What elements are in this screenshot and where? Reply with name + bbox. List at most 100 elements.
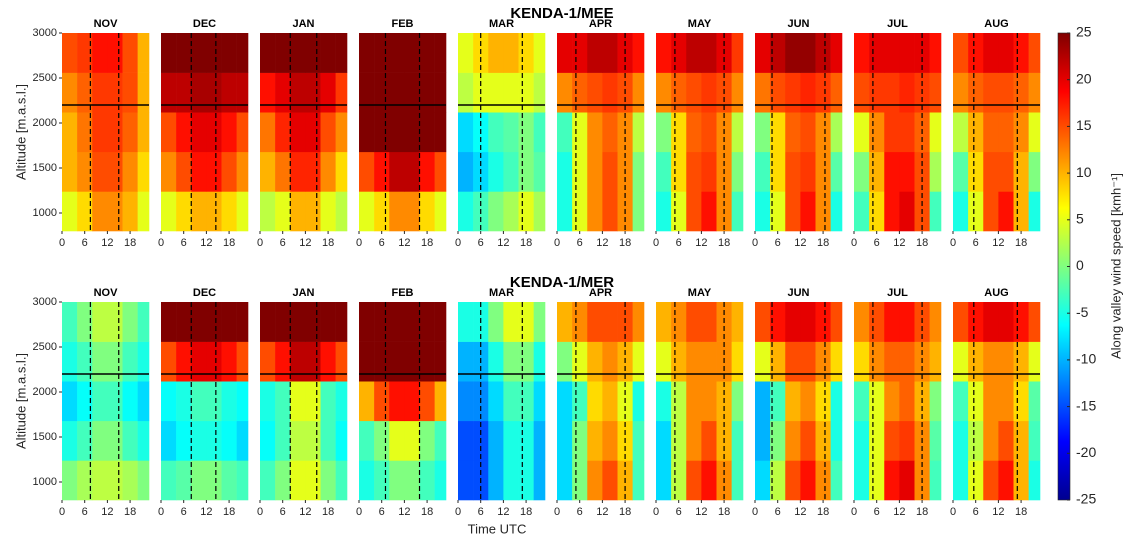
x-tick-label: 18 — [223, 237, 235, 249]
heatmap-cell — [374, 112, 390, 153]
heatmap-cell — [191, 460, 207, 501]
x-tick-label: 6 — [181, 237, 187, 249]
heatmap-cell — [374, 191, 390, 232]
heatmap-cell — [701, 420, 717, 461]
heatmap-cell — [176, 420, 192, 461]
heatmap-cell — [275, 341, 291, 382]
heatmap-cell — [122, 341, 138, 382]
heatmap-cell — [869, 33, 885, 73]
heatmap-cell — [1028, 191, 1041, 232]
heatmap-cell — [656, 302, 672, 342]
heatmap-cell — [221, 191, 237, 232]
heatmap-cell — [92, 151, 108, 192]
heatmap-cell — [1013, 420, 1029, 461]
heatmap-cell — [869, 151, 885, 192]
heatmap-cell — [671, 151, 687, 192]
panel-title: DEC — [193, 287, 216, 299]
x-tick-label: 6 — [181, 506, 187, 518]
heatmap-cell — [701, 302, 717, 342]
heatmap-cell — [503, 151, 519, 192]
y-tick-label: 3000 — [33, 27, 57, 39]
heatmap-cell — [107, 33, 123, 73]
heatmap-cell — [929, 341, 942, 382]
heatmap-cell — [899, 72, 915, 113]
heatmap-cell — [290, 460, 306, 501]
x-tick-label: 18 — [817, 506, 829, 518]
heatmap-cell — [815, 33, 831, 73]
heatmap-cell — [701, 33, 717, 73]
heatmap-cell — [503, 420, 519, 461]
heatmap-cell — [206, 72, 222, 113]
colorbar-tick-label: -25 — [1076, 491, 1096, 507]
heatmap-cell — [335, 191, 348, 232]
heatmap-cell — [1028, 302, 1041, 342]
heatmap-cell — [998, 112, 1014, 153]
panel-title: DEC — [193, 18, 216, 30]
heatmap-cell — [458, 341, 474, 382]
heatmap-cell — [434, 302, 447, 342]
x-tick-label: 6 — [874, 506, 880, 518]
heatmap-cell — [236, 302, 249, 342]
heatmap-cell — [602, 381, 618, 422]
heatmap-cell — [587, 420, 603, 461]
heatmap-cell — [632, 72, 645, 113]
heatmap-cell — [92, 72, 108, 113]
heatmap-cell — [884, 33, 900, 73]
heatmap-cell — [533, 381, 546, 422]
heatmap-cell — [869, 381, 885, 422]
heatmap-cell — [290, 112, 306, 153]
heatmap-cell — [107, 460, 123, 501]
heatmap-cell — [221, 151, 237, 192]
heatmap-cell — [374, 341, 390, 382]
x-tick-label: 6 — [973, 237, 979, 249]
heatmap-cell — [587, 112, 603, 153]
heatmap-cell — [1028, 381, 1041, 422]
heatmap-cell — [755, 191, 771, 232]
heatmap-cell — [731, 420, 744, 461]
x-tick-label: 12 — [497, 237, 509, 249]
heatmap-cell — [587, 151, 603, 192]
heatmap-cell — [404, 33, 420, 73]
heatmap-cell — [161, 460, 177, 501]
heatmap-cell — [731, 460, 744, 501]
x-tick-label: 6 — [280, 237, 286, 249]
x-tick-label: 0 — [455, 237, 461, 249]
panel-title: FEB — [392, 18, 414, 30]
heatmap-cell — [854, 72, 870, 113]
heatmap-cell — [815, 302, 831, 342]
heatmap-cell — [656, 341, 672, 382]
heatmap-cell — [686, 33, 702, 73]
heatmap-cell — [602, 341, 618, 382]
heatmap-cell — [755, 341, 771, 382]
heatmap-cell — [998, 302, 1014, 342]
heatmap-cell — [161, 33, 177, 73]
x-tick-label: 0 — [158, 506, 164, 518]
heatmap-cell — [107, 112, 123, 153]
heatmap-cell — [122, 112, 138, 153]
heatmap-cell — [770, 341, 786, 382]
heatmap-cell — [137, 191, 150, 232]
x-tick-label: 18 — [421, 237, 433, 249]
heatmap-cell — [1013, 341, 1029, 382]
heatmap-cell — [830, 72, 843, 113]
heatmap-cell — [830, 151, 843, 192]
heatmap-cell — [290, 420, 306, 461]
heatmap-cell — [62, 72, 78, 113]
heatmap-cell — [359, 460, 375, 501]
heatmap-cell — [62, 151, 78, 192]
panel-title: JUL — [887, 287, 908, 299]
x-tick-label: 0 — [356, 506, 362, 518]
colorbar-tick-label: -20 — [1076, 444, 1096, 460]
heatmap-cell — [755, 420, 771, 461]
heatmap-cell — [503, 302, 519, 342]
heatmap-cell — [533, 33, 546, 73]
heatmap-cell — [785, 341, 801, 382]
heatmap-cell — [671, 191, 687, 232]
x-tick-label: 12 — [596, 237, 608, 249]
heatmap-cell — [533, 460, 546, 501]
heatmap-cell — [968, 191, 984, 232]
heatmap-cell — [770, 33, 786, 73]
heatmap-cell — [1028, 151, 1041, 192]
heatmap-cell — [260, 341, 276, 382]
heatmap-cell — [929, 33, 942, 73]
